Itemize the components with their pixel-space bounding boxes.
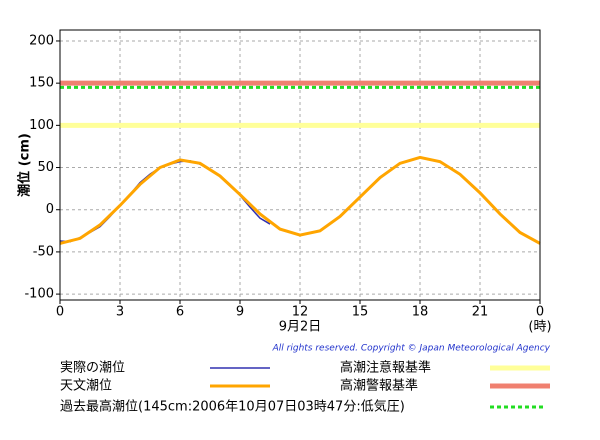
copyright: All rights reserved. Copyright © Japan M… — [272, 344, 551, 354]
x-tick-label: 9 — [236, 305, 244, 320]
x-tick-label: 0 — [536, 305, 544, 320]
y-tick-label: 200 — [29, 33, 54, 48]
y-tick-label: 100 — [29, 118, 54, 133]
x-tick-label: 3 — [116, 305, 124, 320]
x-tick-label: 12 — [292, 305, 309, 320]
y-tick-label: 50 — [37, 160, 54, 175]
plot-frame — [59, 29, 541, 301]
y-tick-label: 150 — [29, 76, 54, 91]
x-axis-label: 9月2日 — [279, 320, 322, 335]
y-tick-label: -50 — [33, 244, 54, 259]
legend-label: 実際の潮位 — [60, 360, 125, 376]
x-tick-label: 15 — [352, 305, 369, 320]
y-tick-label: -100 — [24, 287, 54, 302]
x-tick-label: 0 — [56, 305, 64, 320]
y-tick-label: 0 — [46, 202, 54, 217]
y-axis-label: 潮位 (cm) — [17, 133, 33, 197]
x-tick-label: 18 — [412, 305, 429, 320]
legend-label: 高潮注意報基準 — [340, 360, 431, 376]
legend-label: 高潮警報基準 — [340, 378, 418, 394]
x-tick-label: 21 — [472, 305, 489, 320]
x-tick-label: 6 — [176, 305, 184, 320]
x-axis-unit: (時) — [528, 320, 551, 335]
series-line — [59, 155, 541, 245]
legend-label: 天文潮位 — [60, 379, 112, 394]
legend-label: 過去最高潮位(145cm:2006年10月07日03時47分:低気圧) — [60, 399, 405, 415]
